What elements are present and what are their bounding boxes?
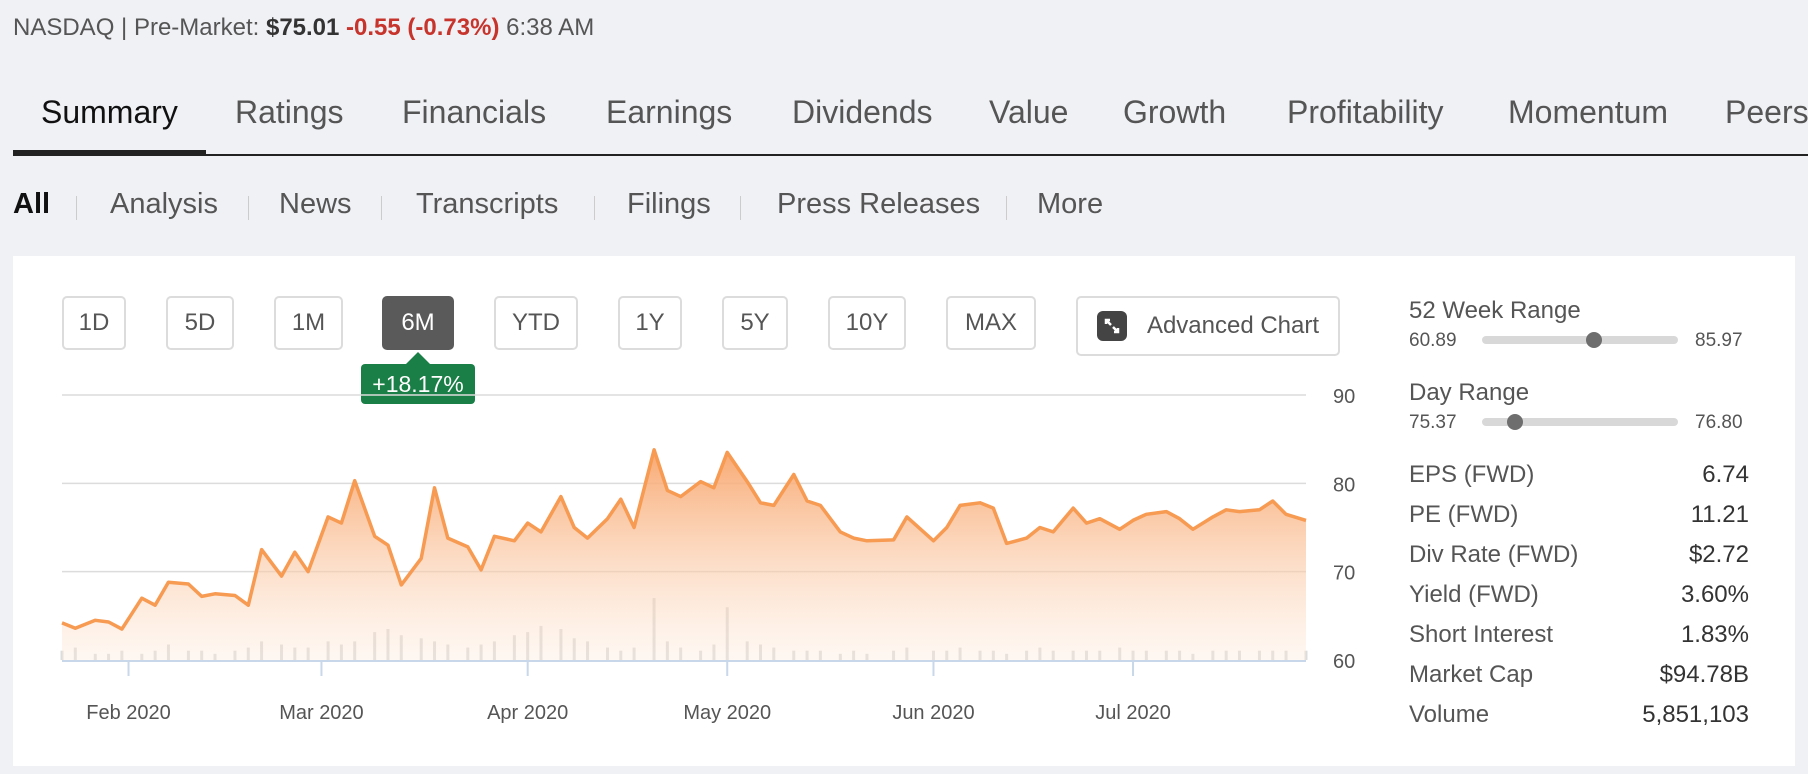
- stat-eps-fwd: EPS (FWD) 6.74: [1409, 461, 1749, 491]
- subtab-divider: [740, 196, 741, 220]
- subtab-divider: [594, 196, 595, 220]
- price-line: [61, 448, 1307, 631]
- week52-range-label: 52 Week Range: [1409, 297, 1581, 324]
- subtab-divider: [381, 196, 382, 220]
- range-button-5d[interactable]: 5D: [166, 296, 234, 350]
- x-tick-label: Jun 2020: [892, 702, 974, 724]
- stat-label: Volume: [1409, 701, 1490, 728]
- subtab-more[interactable]: More: [1037, 188, 1104, 220]
- stat-market-cap: Market Cap $94.78B: [1409, 661, 1749, 691]
- x-tick-label: Apr 2020: [487, 702, 568, 724]
- subtab-divider: [76, 196, 77, 220]
- tab-profitability[interactable]: Profitability: [1287, 94, 1444, 130]
- range-button-ytd[interactable]: YTD: [494, 296, 578, 350]
- stat-div-rate: Div Rate (FWD) $2.72: [1409, 541, 1749, 571]
- stat-value: 11.21: [1690, 501, 1749, 528]
- tab-dividends[interactable]: Dividends: [792, 94, 933, 130]
- quote-line: NASDAQ | Pre-Market: $75.01 -0.55 (-0.73…: [13, 14, 594, 42]
- range-button-6m[interactable]: 6M: [382, 296, 454, 350]
- badge-pointer: [406, 352, 430, 364]
- quote-time: 6:38 AM: [506, 14, 595, 41]
- stat-label: Yield (FWD): [1409, 581, 1539, 608]
- stat-value: 6.74: [1702, 461, 1749, 488]
- stat-value: $2.72: [1688, 541, 1749, 568]
- price-area: [62, 449, 1306, 660]
- advanced-chart-label: Advanced Chart: [1146, 312, 1320, 339]
- week52-high: 85.97: [1695, 330, 1743, 351]
- tab-earnings[interactable]: Earnings: [606, 94, 733, 130]
- stat-label: Div Rate (FWD): [1409, 541, 1579, 568]
- day-range-marker: [1507, 414, 1524, 430]
- x-tick-label: Jul 2020: [1095, 702, 1171, 724]
- subtab-filings[interactable]: Filings: [627, 188, 711, 220]
- x-tick-label: Feb 2020: [86, 702, 171, 724]
- active-tab-underline: [13, 150, 206, 154]
- tab-peers[interactable]: Peers: [1725, 94, 1808, 130]
- day-range-high: 76.80: [1695, 412, 1743, 433]
- week52-range-track: [1482, 336, 1678, 344]
- range-button-1m[interactable]: 1M: [274, 296, 343, 350]
- stat-value: $94.78B: [1659, 661, 1749, 688]
- performance-badge: +18.17%: [361, 364, 475, 404]
- tab-ratings[interactable]: Ratings: [235, 94, 344, 130]
- stat-yield: Yield (FWD) 3.60%: [1409, 581, 1749, 611]
- tab-momentum[interactable]: Momentum: [1508, 94, 1669, 130]
- pre-market-price: $75.01: [265, 14, 340, 41]
- y-tick-label: 80: [1333, 474, 1355, 496]
- stat-pe-fwd: PE (FWD) 11.21: [1409, 501, 1749, 531]
- exchange-label: NASDAQ: [13, 14, 115, 41]
- advanced-chart-button[interactable]: Advanced Chart: [1076, 296, 1340, 356]
- subtab-all[interactable]: All: [13, 188, 51, 220]
- x-tick-label: Mar 2020: [279, 702, 364, 724]
- day-range-low: 75.37: [1409, 412, 1457, 433]
- stat-label: Short Interest: [1409, 621, 1554, 648]
- stat-value: 1.83%: [1680, 621, 1749, 648]
- subtab-analysis[interactable]: Analysis: [110, 188, 218, 220]
- week52-low: 60.89: [1409, 330, 1457, 351]
- subtab-transcripts[interactable]: Transcripts: [416, 188, 559, 220]
- tab-financials[interactable]: Financials: [402, 94, 547, 130]
- session-label: Pre-Market:: [133, 14, 260, 41]
- stat-value: 3.60%: [1680, 581, 1749, 608]
- stat-short-interest: Short Interest 1.83%: [1409, 621, 1749, 651]
- day-range-track: [1482, 418, 1678, 426]
- range-button-1y[interactable]: 1Y: [618, 296, 682, 350]
- stat-label: EPS (FWD): [1409, 461, 1535, 488]
- range-button-max[interactable]: MAX: [946, 296, 1036, 350]
- tab-summary[interactable]: Summary: [41, 94, 178, 130]
- y-tick-label: 90: [1333, 386, 1355, 408]
- range-button-5y[interactable]: 5Y: [722, 296, 788, 350]
- subtab-press-releases[interactable]: Press Releases: [777, 188, 981, 220]
- stat-label: PE (FWD): [1409, 501, 1519, 528]
- y-tick-label: 60: [1333, 651, 1355, 673]
- main-tabs: Summary Ratings Financials Earnings Divi…: [13, 70, 1808, 156]
- week52-range-marker: [1585, 332, 1602, 348]
- price-change: -0.55 (-0.73%): [346, 14, 500, 41]
- tab-growth[interactable]: Growth: [1123, 94, 1227, 130]
- stat-value: 5,851,103: [1642, 701, 1749, 728]
- subtab-news[interactable]: News: [279, 188, 352, 220]
- y-tick-label: 70: [1333, 563, 1355, 585]
- stat-volume: Volume 5,851,103: [1409, 701, 1749, 731]
- day-range-label: Day Range: [1409, 379, 1530, 406]
- range-button-1d[interactable]: 1D: [62, 296, 126, 350]
- subtab-divider: [1006, 196, 1007, 220]
- subtab-divider: [248, 196, 249, 220]
- stat-label: Market Cap: [1409, 661, 1534, 688]
- x-tick-label: May 2020: [683, 702, 771, 724]
- tab-value[interactable]: Value: [989, 94, 1069, 130]
- quote-divider: |: [121, 14, 128, 41]
- expand-icon: [1096, 311, 1127, 341]
- range-button-10y[interactable]: 10Y: [828, 296, 906, 350]
